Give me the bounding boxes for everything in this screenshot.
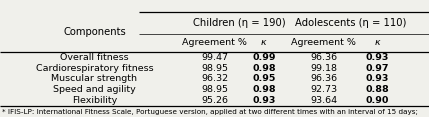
Text: 95.26: 95.26 bbox=[201, 96, 228, 105]
Text: 98.95: 98.95 bbox=[201, 85, 228, 94]
Text: 96.36: 96.36 bbox=[310, 53, 338, 62]
Text: 99.47: 99.47 bbox=[201, 53, 228, 62]
Text: 99.18: 99.18 bbox=[311, 64, 337, 73]
Text: 0.98: 0.98 bbox=[252, 85, 276, 94]
Text: Speed and agility: Speed and agility bbox=[53, 85, 136, 94]
Text: Agreement %: Agreement % bbox=[291, 38, 356, 48]
Text: 0.98: 0.98 bbox=[252, 64, 276, 73]
Text: 0.93: 0.93 bbox=[366, 74, 389, 83]
Text: Cardiorespiratory fitness: Cardiorespiratory fitness bbox=[36, 64, 153, 73]
Text: 93.64: 93.64 bbox=[310, 96, 338, 105]
Text: 0.97: 0.97 bbox=[366, 64, 389, 73]
Text: 96.32: 96.32 bbox=[201, 74, 228, 83]
Text: Agreement %: Agreement % bbox=[182, 38, 247, 48]
Text: 98.95: 98.95 bbox=[201, 64, 228, 73]
Text: 0.95: 0.95 bbox=[252, 74, 275, 83]
Text: 0.93: 0.93 bbox=[252, 96, 275, 105]
Text: 0.88: 0.88 bbox=[366, 85, 390, 94]
Text: κ: κ bbox=[261, 38, 267, 48]
Text: 92.73: 92.73 bbox=[310, 85, 338, 94]
Text: Components: Components bbox=[63, 27, 126, 37]
Text: 0.99: 0.99 bbox=[252, 53, 275, 62]
Text: Flexibility: Flexibility bbox=[72, 96, 117, 105]
Text: * IFIS-LP: International Fitness Scale, Portuguese version, applied at two diffe: * IFIS-LP: International Fitness Scale, … bbox=[2, 109, 418, 115]
Text: Overall fitness: Overall fitness bbox=[60, 53, 129, 62]
Text: Children (η = 190): Children (η = 190) bbox=[193, 18, 285, 28]
Text: 0.93: 0.93 bbox=[366, 53, 389, 62]
Text: Adolescents (η = 110): Adolescents (η = 110) bbox=[295, 18, 406, 28]
Text: Muscular strength: Muscular strength bbox=[51, 74, 137, 83]
Text: 96.36: 96.36 bbox=[310, 74, 338, 83]
Text: κ: κ bbox=[375, 38, 381, 48]
Text: 0.90: 0.90 bbox=[366, 96, 389, 105]
